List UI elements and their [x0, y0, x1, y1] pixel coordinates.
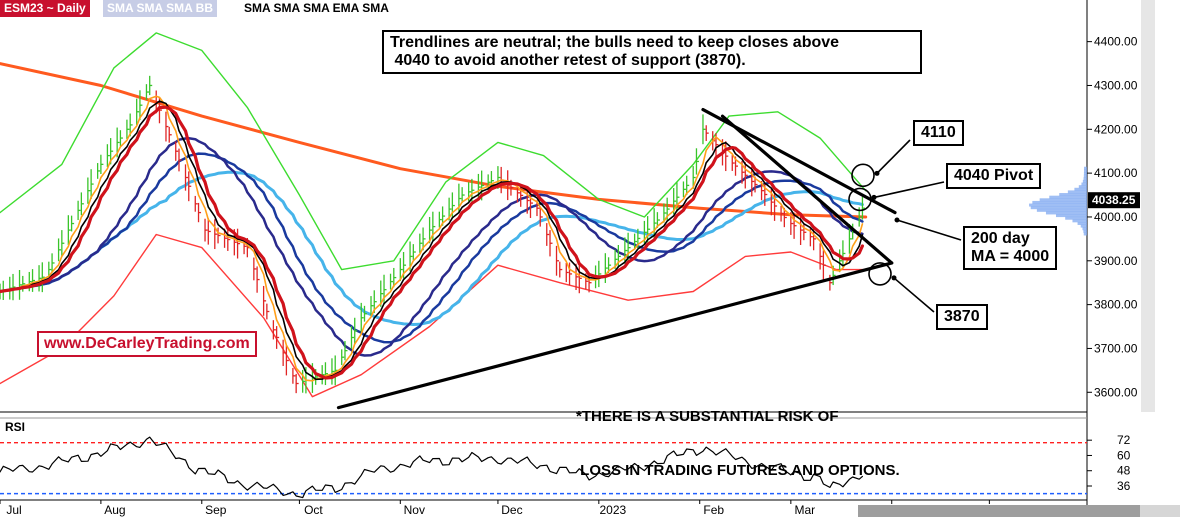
- symbol-label[interactable]: ESM23 ~ Daily: [0, 0, 90, 17]
- price-tick-label: 4400.00: [1094, 35, 1138, 49]
- price-tick-label: 4000.00: [1094, 210, 1138, 224]
- horizontal-scrollbar-track[interactable]: [1140, 505, 1180, 517]
- volume-profile-bar: [1082, 179, 1087, 183]
- level-4040-arrow-line: [873, 181, 945, 199]
- rsi-label: RSI: [5, 420, 26, 434]
- volume-profile-bar: [1055, 214, 1087, 218]
- volume-profile-bar: [1045, 211, 1087, 215]
- faded-indicator-list: SMA SMA SMA BB: [103, 0, 217, 17]
- horizontal-scrollbar-thumb[interactable]: [858, 505, 1140, 517]
- headline-line-2: 4040 to avoid another retest of support …: [390, 52, 746, 69]
- trendline-support: [336, 261, 894, 410]
- sma-blue-line: [0, 152, 864, 344]
- volume-profile-bar: [1030, 206, 1087, 210]
- volume-profile-bar: [1059, 193, 1087, 197]
- time-tick-label: Nov: [404, 503, 425, 517]
- rsi-line: [0, 436, 863, 499]
- level-3870-arrow-line: [893, 277, 935, 313]
- time-tick-label: Jul: [6, 503, 21, 517]
- level-3870-circle: [868, 262, 892, 286]
- rsi-tick-label: 72: [1117, 433, 1131, 447]
- volume-profile-bar: [1078, 185, 1087, 189]
- volume-profile-bar: [1074, 187, 1087, 191]
- volume-profile-bar: [1065, 216, 1087, 220]
- level-4040-arrow-head: [871, 194, 877, 200]
- indicator-list: SMA SMA SMA EMA SMA: [244, 1, 389, 15]
- volume-profile-bar: [1072, 219, 1087, 223]
- level-4110-arrow-line: [876, 139, 911, 174]
- price-tick-label: 4100.00: [1094, 166, 1138, 180]
- sma-black-line: [0, 100, 864, 381]
- volume-profile-bar: [1083, 174, 1087, 178]
- rsi-tick-label: 48: [1117, 464, 1131, 478]
- price-tick-label: 4300.00: [1094, 78, 1138, 92]
- volume-profile-bar: [1081, 182, 1087, 186]
- level-4040-circle: [848, 187, 872, 212]
- time-tick-label: Aug: [104, 503, 125, 517]
- ma-200-line-2: MA = 4000: [971, 248, 1050, 265]
- volume-profile-bar: [1083, 166, 1087, 170]
- level-3870-box: 3870: [936, 304, 988, 330]
- risk-line-2: LOSS IN TRADING FUTURES AND OPTIONS.: [576, 462, 900, 479]
- time-tick-label: Dec: [501, 503, 522, 517]
- sma-lightblue-line: [0, 170, 864, 326]
- ma-200-line-1: 200 day: [971, 230, 1030, 247]
- time-tick-label: Sep: [205, 503, 227, 517]
- level-3870-arrow-head: [891, 275, 897, 281]
- bollinger-upper-line: [0, 32, 867, 271]
- last-price-label: 4038.25: [1092, 193, 1136, 207]
- volume-profile-bar: [1049, 195, 1087, 199]
- volume-profile-bar: [1083, 169, 1087, 173]
- price-tick-label: 3900.00: [1094, 254, 1138, 268]
- volume-profile-bar: [1036, 208, 1087, 212]
- level-4110-arrow-head: [874, 170, 880, 176]
- risk-disclaimer: *THERE IS A SUBSTANTIAL RISK OF LOSS IN …: [576, 372, 900, 498]
- price-tick-label: 3700.00: [1094, 341, 1138, 355]
- ma-200-box: 200 day MA = 4000: [963, 226, 1058, 270]
- volume-profile-bar: [1082, 227, 1087, 231]
- bollinger-lower-line: [0, 233, 867, 398]
- level-4110-box: 4110: [913, 120, 964, 146]
- level-4110-circle: [851, 163, 875, 188]
- volume-profile-bar: [1039, 198, 1087, 202]
- price-tick-label: 3800.00: [1094, 298, 1138, 312]
- rsi-tick-label: 36: [1117, 479, 1131, 493]
- trendline-resistance-lower: [720, 114, 894, 265]
- time-tick-label: Feb: [703, 503, 724, 517]
- volume-profile-bar: [1080, 224, 1087, 228]
- volume-profile-bar: [1083, 177, 1087, 181]
- headline-line-1: Trendlines are neutral; the bulls need t…: [390, 34, 840, 51]
- headline-box: Trendlines are neutral; the bulls need t…: [382, 30, 922, 74]
- volume-profile-bar: [1083, 232, 1087, 236]
- volume-profile-bar: [1083, 229, 1087, 233]
- sma-red-line: [0, 105, 864, 380]
- website-label[interactable]: www.DeCarleyTrading.com: [37, 331, 257, 357]
- right-scroll-track[interactable]: [1141, 0, 1155, 412]
- ma-200-arrow-head: [894, 217, 900, 223]
- sma-navy-line: [0, 137, 864, 357]
- volume-profile-bar: [1029, 203, 1087, 207]
- volume-profile-bar: [1032, 200, 1087, 204]
- price-tick-label: 3600.00: [1094, 385, 1138, 399]
- time-tick-label: 2023: [599, 503, 626, 517]
- volume-profile-bar: [1083, 172, 1087, 176]
- price-tick-label: 4200.00: [1094, 122, 1138, 136]
- level-pivot-box: 4040 Pivot: [946, 163, 1042, 189]
- time-tick-label: Oct: [304, 503, 323, 517]
- volume-profile-bar: [1077, 221, 1087, 225]
- last-price-badge: [1088, 192, 1140, 209]
- ma-200-arrow-line: [896, 219, 962, 241]
- rsi-tick-label: 60: [1117, 448, 1131, 462]
- time-tick-label: Mar: [795, 503, 816, 517]
- volume-profile-bar: [1067, 190, 1087, 194]
- ema-orange-line: [0, 95, 864, 382]
- risk-line-1: *THERE IS A SUBSTANTIAL RISK OF: [576, 408, 839, 425]
